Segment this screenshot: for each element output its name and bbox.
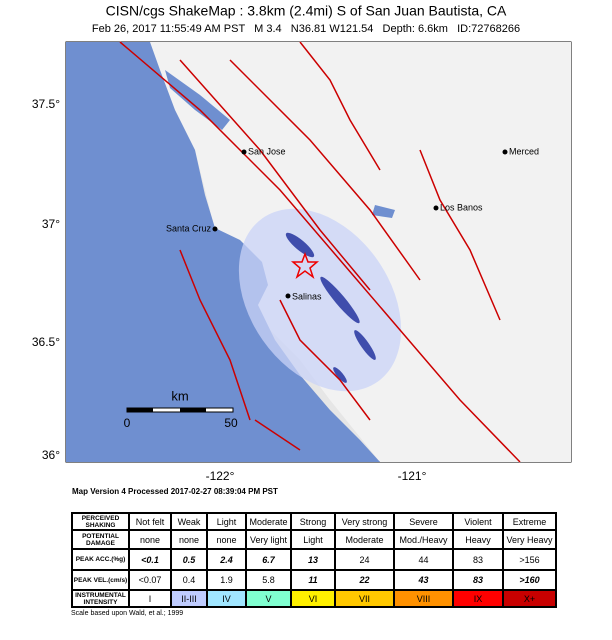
table-cell: >156 bbox=[503, 549, 556, 570]
row-header: PEAK ACC.(%g) bbox=[72, 549, 129, 570]
table-cell: VII bbox=[335, 590, 394, 607]
faults bbox=[119, 41, 521, 463]
table-cell: IV bbox=[207, 590, 246, 607]
city-label: Los Banos bbox=[440, 202, 483, 212]
map: San Jose Merced Los Banos Santa Cruz Sal… bbox=[65, 41, 572, 463]
table-cell: Very strong bbox=[335, 513, 394, 530]
table-cell: Weak bbox=[171, 513, 207, 530]
lat-label: 37.5° bbox=[32, 97, 60, 111]
table-cell: Light bbox=[291, 530, 335, 549]
table-cell: 44 bbox=[394, 549, 453, 570]
table-cell: IX bbox=[453, 590, 503, 607]
lat-label: 36° bbox=[42, 448, 60, 462]
table-cell: II-III bbox=[171, 590, 207, 607]
reservoir bbox=[372, 205, 395, 218]
table-cell: X+ bbox=[503, 590, 556, 607]
table-cell: 13 bbox=[291, 549, 335, 570]
table-cell: 83 bbox=[453, 549, 503, 570]
lat-label: 37° bbox=[42, 217, 60, 231]
table-cell: <0.1 bbox=[129, 549, 171, 570]
table-cell: V bbox=[246, 590, 291, 607]
table-cell: 83 bbox=[453, 570, 503, 590]
table-cell: 24 bbox=[335, 549, 394, 570]
processed-note: Map Version 4 Processed 2017-02-27 08:39… bbox=[72, 487, 278, 496]
scale-label: 50 bbox=[224, 416, 238, 430]
city-label: Merced bbox=[509, 146, 539, 156]
table-cell: Moderate bbox=[335, 530, 394, 549]
table-cell: I bbox=[129, 590, 171, 607]
bay bbox=[165, 70, 230, 130]
row-header: PERCEIVED SHAKING bbox=[72, 513, 129, 530]
table-cell: Strong bbox=[291, 513, 335, 530]
scale-unit: km bbox=[171, 388, 188, 403]
row-header: POTENTIAL DAMAGE bbox=[72, 530, 129, 549]
table-cell: 0.5 bbox=[171, 549, 207, 570]
ocean bbox=[66, 42, 380, 462]
table-cell: <0.07 bbox=[129, 570, 171, 590]
city-label: Santa Cruz bbox=[166, 223, 212, 233]
intensity-patches bbox=[285, 232, 376, 383]
table-cell: VIII bbox=[394, 590, 453, 607]
city-dots bbox=[212, 149, 508, 299]
scale-label: 0 bbox=[124, 416, 131, 430]
table-cell: Violent bbox=[453, 513, 503, 530]
city-label: San Jose bbox=[248, 146, 286, 156]
intensity-shading bbox=[238, 208, 402, 392]
table-cell: none bbox=[129, 530, 171, 549]
intensity-table: PERCEIVED SHAKING Not felt Weak Light Modera… bbox=[71, 512, 557, 608]
scale-bar: km 0 50 bbox=[124, 388, 238, 430]
lon-label: -121° bbox=[398, 469, 427, 483]
table-cell: 43 bbox=[394, 570, 453, 590]
table-cell: VI bbox=[291, 590, 335, 607]
table-cell: Extreme bbox=[503, 513, 556, 530]
table-cell: Very Heavy bbox=[503, 530, 556, 549]
table-cell: Mod./Heavy bbox=[394, 530, 453, 549]
table-cell: Not felt bbox=[129, 513, 171, 530]
lat-label: 36.5° bbox=[32, 335, 60, 349]
table-cell: Heavy bbox=[453, 530, 503, 549]
table-cell: Severe bbox=[394, 513, 453, 530]
table-cell: none bbox=[207, 530, 246, 549]
row-header: PEAK VEL.(cm/s) bbox=[72, 570, 129, 590]
lon-label: -122° bbox=[206, 469, 235, 483]
table-cell: 0.4 bbox=[171, 570, 207, 590]
table-cell: Light bbox=[207, 513, 246, 530]
table-cell: 22 bbox=[335, 570, 394, 590]
table-cell: 11 bbox=[291, 570, 335, 590]
table-cell: 6.7 bbox=[246, 549, 291, 570]
row-header: INSTRUMENTAL INTENSITY bbox=[72, 590, 129, 607]
epicenter bbox=[290, 251, 320, 280]
table-cell: 5.8 bbox=[246, 570, 291, 590]
table-cell: Moderate bbox=[246, 513, 291, 530]
city-label: Salinas bbox=[292, 291, 322, 301]
table-cell: none bbox=[171, 530, 207, 549]
table-cell: Very light bbox=[246, 530, 291, 549]
scale-note: Scale based upon Wald, et al.; 1999 bbox=[71, 610, 183, 617]
title: CISN/cgs ShakeMap : 3.8km (2.4mi) S of S… bbox=[106, 3, 507, 19]
subtitle: Feb 26, 2017 11:55:49 AM PST M 3.4 N36.8… bbox=[92, 23, 520, 35]
table-cell: 1.9 bbox=[207, 570, 246, 590]
table-cell: >160 bbox=[503, 570, 556, 590]
table-cell: 2.4 bbox=[207, 549, 246, 570]
